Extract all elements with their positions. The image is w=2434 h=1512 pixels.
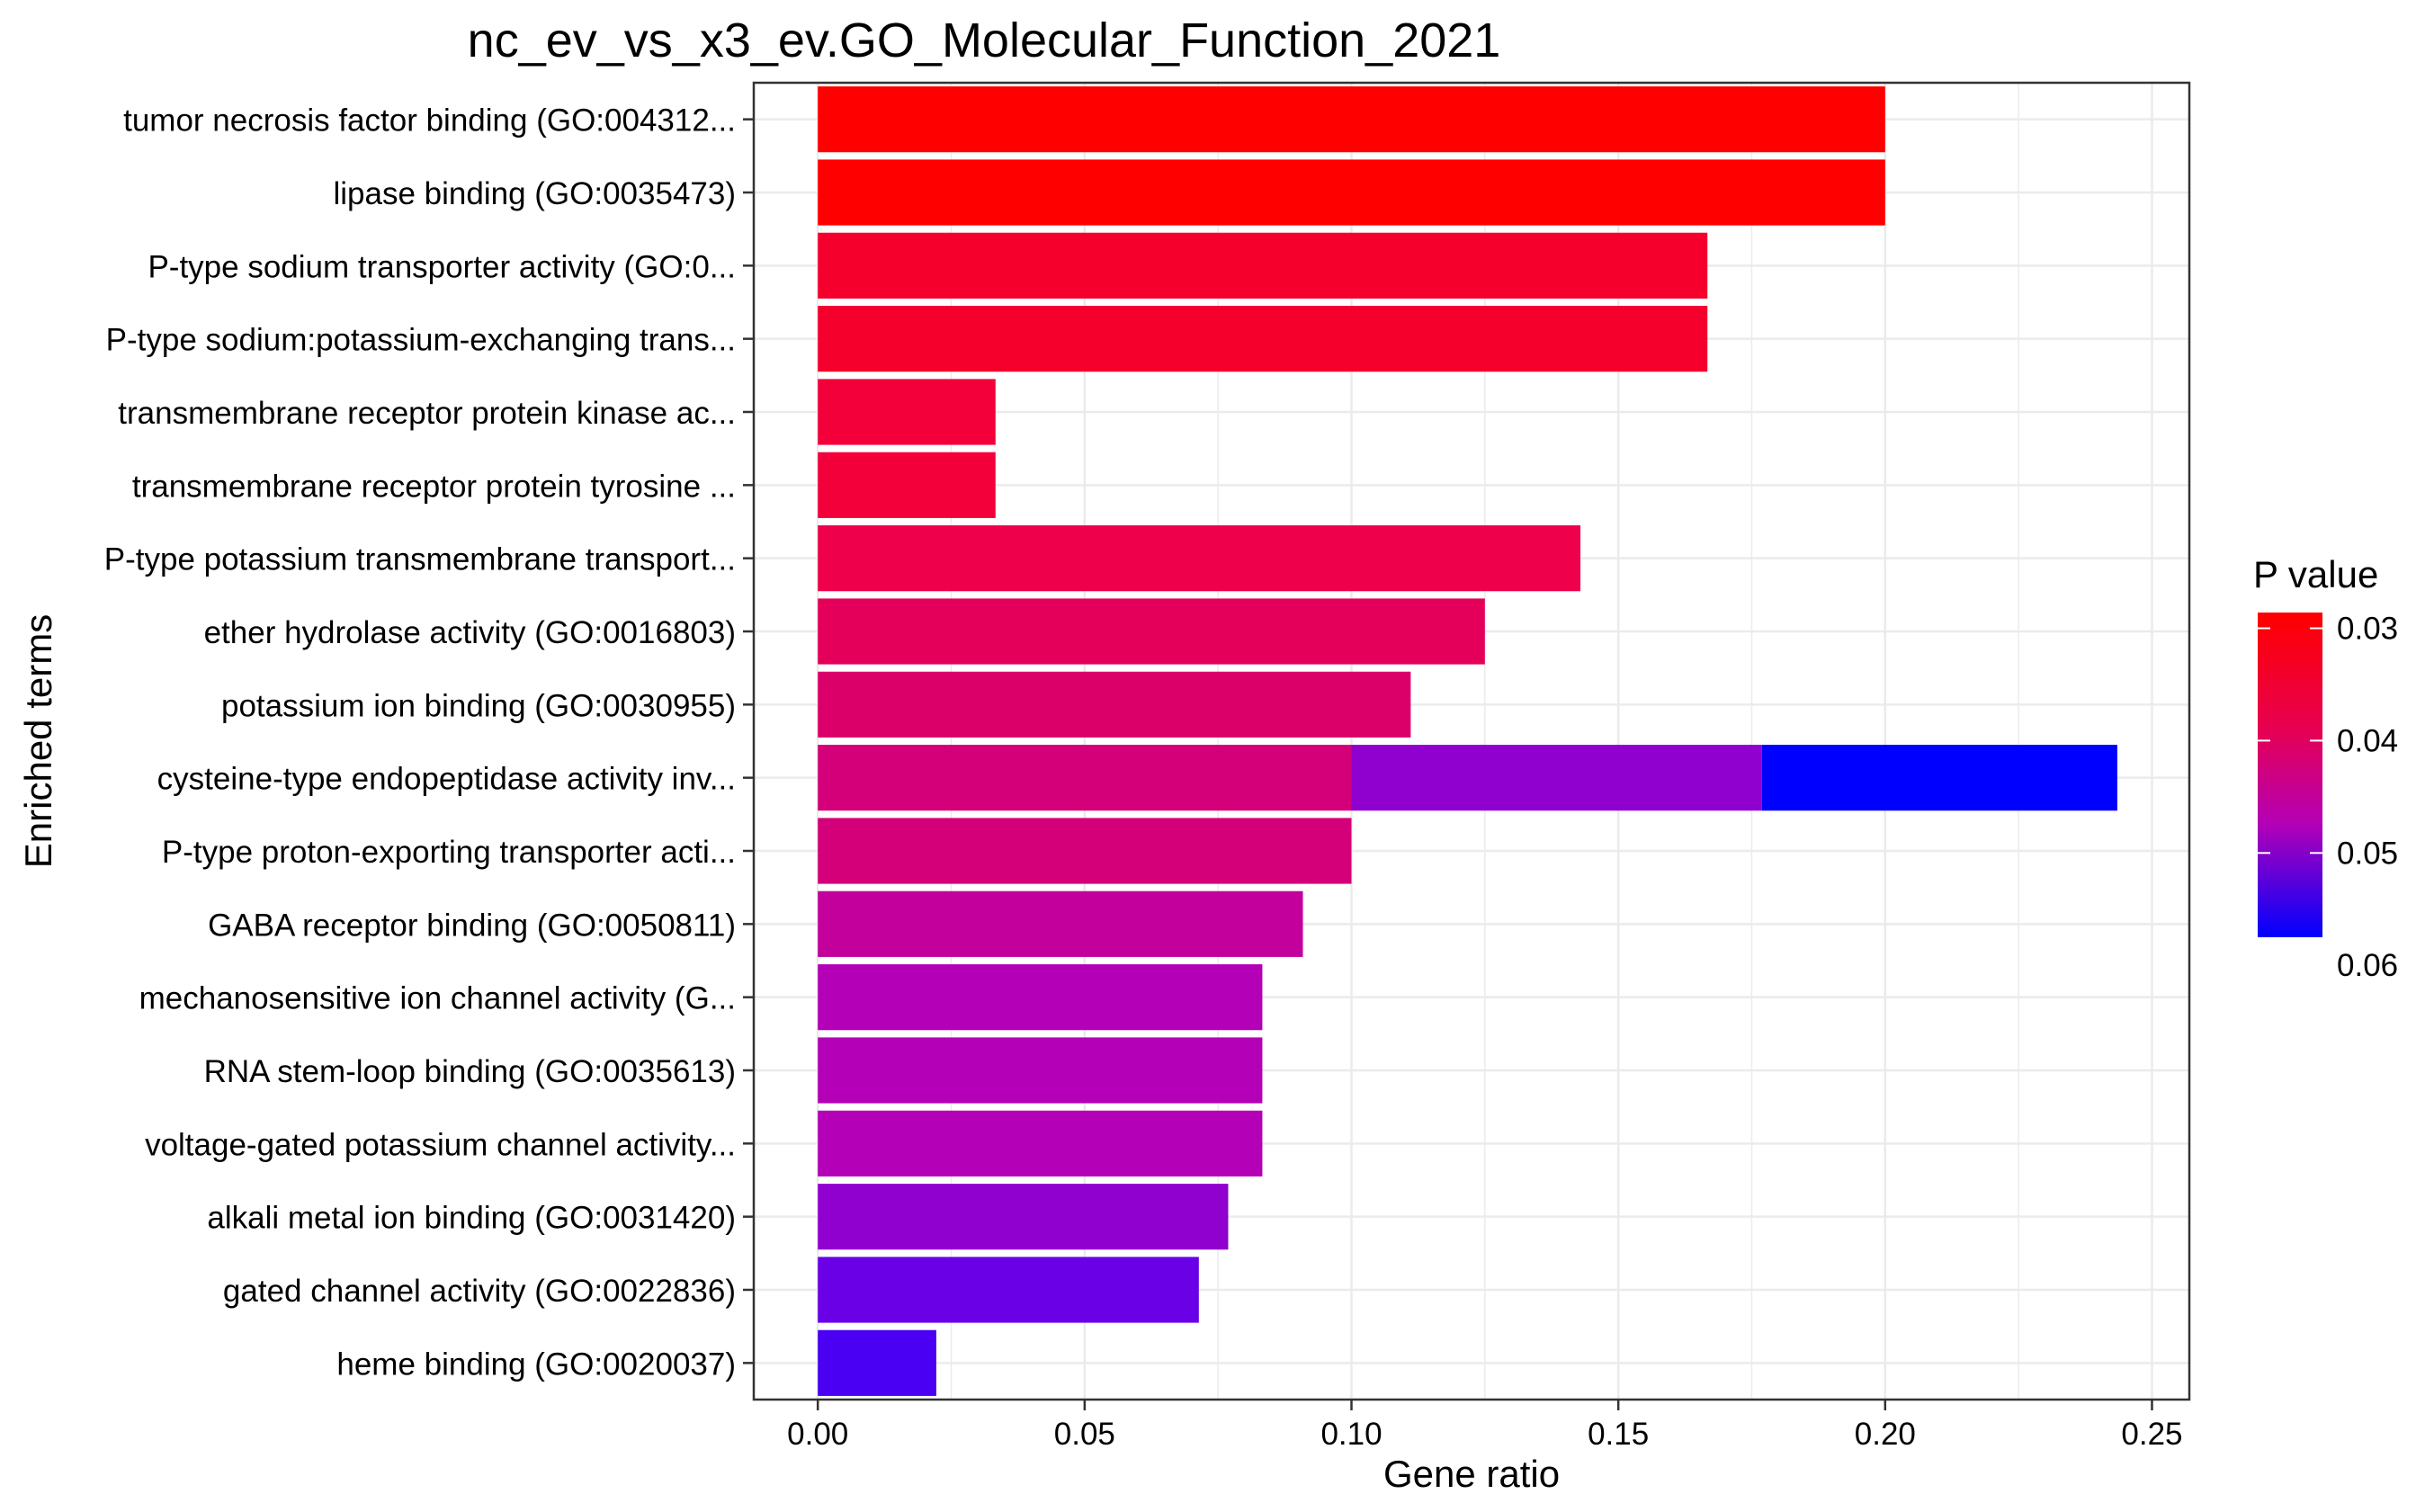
y-tick-label: ether hydrolase activity (GO:0016803) xyxy=(204,615,736,650)
plot-background xyxy=(754,83,2189,1400)
y-tick-label: P-type sodium transporter activity (GO:0… xyxy=(148,249,736,284)
legend: P value 0.03 0.04 0.05 0.06 xyxy=(2253,553,2398,983)
chart-title: nc_ev_vs_x3_ev.GO_Molecular_Function_202… xyxy=(468,13,1501,67)
y-tick-label: cysteine-type endopeptidase activity inv… xyxy=(157,762,736,797)
bar xyxy=(818,379,996,445)
plot-panel xyxy=(752,81,2191,1401)
y-tick-label: heme binding (GO:0020037) xyxy=(336,1346,736,1382)
legend-tick-label: 0.04 xyxy=(2337,723,2398,758)
bar xyxy=(818,1257,1199,1323)
x-tick-label: 0.15 xyxy=(1588,1417,1649,1452)
bar xyxy=(818,598,1485,665)
legend-colorbar xyxy=(2258,613,2322,937)
y-tick-label: transmembrane receptor protein kinase ac… xyxy=(118,396,736,431)
legend-tick-label: 0.03 xyxy=(2337,611,2398,646)
bar xyxy=(818,745,1352,811)
legend-ticks: 0.03 0.04 0.05 0.06 xyxy=(2258,611,2398,983)
y-tick-label: P-type sodium:potassium-exchanging trans… xyxy=(106,323,736,358)
bar xyxy=(818,1329,936,1396)
bar xyxy=(818,452,996,518)
y-tick-label: lipase binding (GO:0035473) xyxy=(333,176,736,211)
y-axis: tumor necrosis factor binding (GO:004312… xyxy=(104,103,754,1382)
bar xyxy=(818,1110,1263,1176)
bar xyxy=(818,232,1708,299)
bar xyxy=(818,525,1581,592)
y-tick-label: mechanosensitive ion channel activity (G… xyxy=(139,981,736,1016)
y-tick-label: gated channel activity (GO:0022836) xyxy=(223,1274,736,1309)
plot-border xyxy=(752,81,2191,1401)
y-tick-label: alkali metal ion binding (GO:0031420) xyxy=(207,1201,736,1236)
bar xyxy=(1761,745,2117,811)
x-tick-label: 0.05 xyxy=(1054,1417,1115,1452)
legend-title: P value xyxy=(2253,553,2378,595)
bar xyxy=(818,1184,1229,1250)
y-tick-label: RNA stem-loop binding (GO:0035613) xyxy=(204,1054,736,1089)
bar xyxy=(818,818,1352,884)
y-tick-label: P-type proton-exporting transporter acti… xyxy=(162,835,736,870)
bar xyxy=(1351,745,1762,811)
y-tick-label: transmembrane receptor protein tyrosine … xyxy=(132,469,736,504)
bar xyxy=(818,1037,1263,1104)
bar xyxy=(818,671,1411,738)
bar xyxy=(818,964,1263,1031)
bars xyxy=(818,86,2117,1396)
x-axis: 0.00 0.05 0.10 0.15 0.20 0.25 xyxy=(787,1400,2183,1452)
y-tick-label: GABA receptor binding (GO:0050811) xyxy=(208,908,736,943)
y-axis-title: Enriched terms xyxy=(17,614,59,868)
legend-tick-label: 0.06 xyxy=(2337,948,2398,983)
x-tick-label: 0.00 xyxy=(787,1417,848,1452)
y-tick-label: P-type potassium transmembrane transport… xyxy=(104,542,736,577)
bar xyxy=(818,306,1708,372)
bar xyxy=(818,86,1885,153)
bar xyxy=(818,890,1303,957)
grid-minor-lines xyxy=(950,83,2019,1400)
y-tick-label: tumor necrosis factor binding (GO:004312… xyxy=(123,103,736,139)
y-tick-label: potassium ion binding (GO:0030955) xyxy=(221,688,736,723)
x-tick-label: 0.10 xyxy=(1320,1417,1382,1452)
bar xyxy=(818,159,1885,226)
y-tick-label: voltage-gated potassium channel activity… xyxy=(145,1127,736,1162)
x-axis-title: Gene ratio xyxy=(1383,1453,1560,1495)
x-tick-label: 0.25 xyxy=(2121,1417,2182,1452)
x-tick-label: 0.20 xyxy=(1855,1417,1916,1452)
legend-tick-label: 0.05 xyxy=(2337,836,2398,871)
